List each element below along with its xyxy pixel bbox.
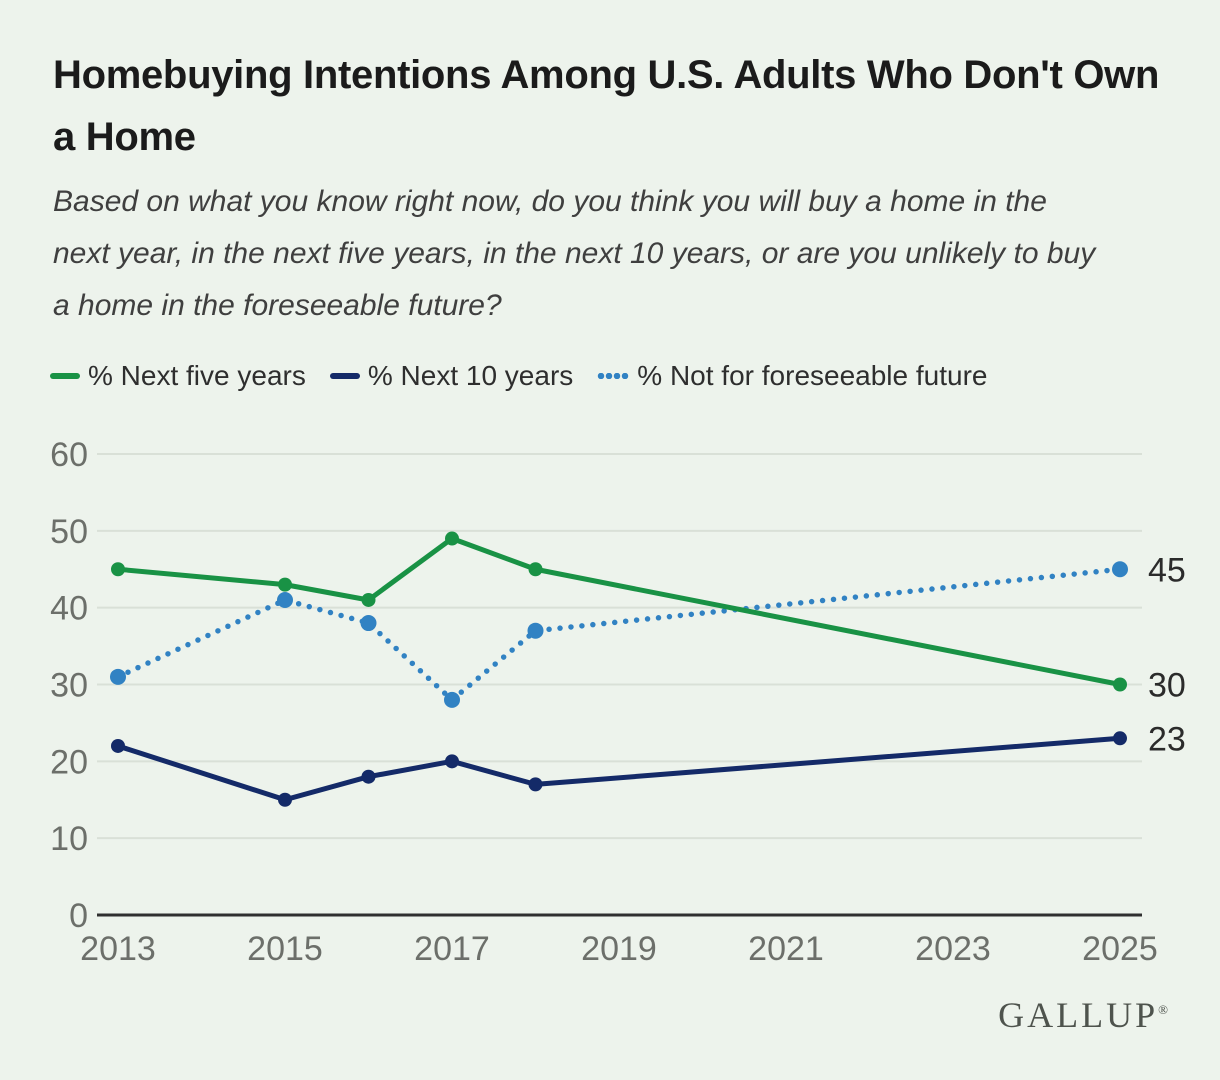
chart-legend: % Next five years % Next 10 years % Not … [50,360,987,392]
series-end-value-label: 23 [1148,720,1186,758]
y-tick-label: 0 [69,897,88,935]
series-line [115,566,1123,703]
y-tick-label: 10 [50,820,88,858]
data-point [278,577,292,592]
data-point [528,777,543,792]
legend-item-next-five-years: % Next five years [50,360,306,392]
gallup-logo-text: GALLUP [998,995,1159,1035]
x-tick-label: 2013 [80,930,156,968]
series-not-foreseeable-future: 45 [110,551,1186,708]
legend-label: % Next 10 years [367,360,574,391]
x-tick-label: 2025 [1082,930,1158,968]
gallup-logo: GALLUP® [998,994,1168,1036]
chart-title-line-1: Homebuying Intentions Among U.S. Adults … [53,53,1160,97]
x-tick-label: 2021 [748,930,824,968]
data-point [277,591,293,608]
data-point [445,531,459,546]
data-point [1113,677,1127,692]
registered-mark: ® [1158,1002,1168,1017]
data-point [528,562,543,577]
legend-swatch-navy-line-icon [329,373,360,379]
series-end-value-label: 30 [1148,667,1186,705]
legend-item-next-10-years: % Next 10 years [329,360,574,392]
legend-swatch-green-line-icon [50,373,80,379]
series-line [115,536,1123,688]
data-point [111,562,125,577]
data-point [278,792,292,807]
chart-subtitle: Based on what you know right now, do you… [53,176,1095,332]
legend-item-not-foreseeable-future: % Not for foreseeable future [597,360,987,392]
data-point [444,691,460,708]
data-point [110,668,126,685]
line-chart: 0 10 20 30 40 50 60 2013 2015 2017 2019 2021 2023 202… [50,436,1186,968]
x-tick-label: 2023 [915,930,991,968]
data-point [527,622,544,639]
data-point [361,592,376,607]
y-tick-label: 40 [50,590,88,628]
chart-subtitle-line-2: next year, in the next five years, in th… [53,237,1096,270]
data-point [361,769,376,784]
series-end-value-label: 45 [1148,551,1186,589]
chart-subtitle-line-3: a home in the foreseeable future? [53,289,502,322]
x-tick-label: 2017 [414,930,490,968]
data-point [1112,561,1128,578]
series-next-10-years: 23 [111,720,1186,807]
x-tick-label: 2019 [581,930,657,968]
legend-label: % Not for foreseeable future [637,360,988,391]
data-point [445,754,459,769]
series-next-five-years: 30 [111,531,1186,705]
y-tick-label: 30 [50,667,88,705]
y-tick-label: 60 [50,436,88,474]
legend-swatch-dotted-line-icon [597,373,630,379]
data-point [111,738,125,753]
chart-title: Homebuying Intentions Among U.S. Adults … [53,44,1159,168]
x-tick-label: 2015 [247,930,323,968]
gridlines [97,453,1142,840]
series-line [115,735,1123,803]
chart-subtitle-line-1: Based on what you know right now, do you… [53,185,1047,218]
legend-label: % Next five years [88,360,306,391]
y-tick-label: 20 [50,743,88,781]
y-axis-tick-labels: 0 10 20 30 40 50 60 [50,436,88,935]
chart-title-line-2: a Home [53,115,196,159]
x-axis-tick-labels: 2013 2015 2017 2019 2021 2023 2025 [80,930,1158,968]
data-point [1113,731,1127,746]
y-tick-label: 50 [50,513,88,551]
data-point [360,615,377,632]
